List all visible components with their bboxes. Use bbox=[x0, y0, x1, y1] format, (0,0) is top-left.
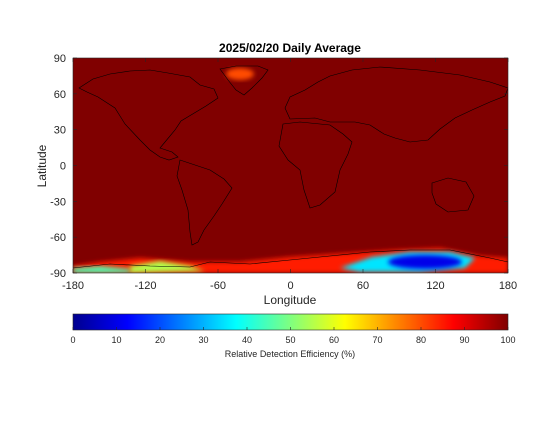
coastline-africa bbox=[278, 121, 353, 209]
colorbar-tick-label: 90 bbox=[459, 335, 469, 345]
x-axis: -180 -120 -60 0 60 120 180 bbox=[62, 58, 517, 292]
y-tick-label: 0 bbox=[60, 161, 66, 173]
colorbar-tick-label: 80 bbox=[416, 335, 426, 345]
x-tick-label: -60 bbox=[210, 280, 226, 292]
coastline-australia bbox=[431, 177, 475, 213]
x-tick-label: 0 bbox=[287, 280, 293, 292]
coastline-eurasia bbox=[284, 66, 508, 143]
x-tick-label: 120 bbox=[426, 280, 444, 292]
heat-cell-southern-edge bbox=[73, 266, 130, 273]
x-tick-label: -180 bbox=[62, 280, 84, 292]
coastline-antarctica bbox=[73, 249, 508, 269]
y-tick-label: 30 bbox=[54, 125, 66, 137]
heat-cell-greenland bbox=[226, 68, 254, 80]
y-tick-label: -60 bbox=[50, 232, 66, 244]
heat-cell-east-antarctica-core bbox=[388, 255, 462, 269]
heat-cell-west-antarctica bbox=[130, 261, 205, 273]
colorbar-tick-label: 100 bbox=[500, 335, 515, 345]
x-tick-label: 60 bbox=[357, 280, 369, 292]
y-tick-label: 60 bbox=[54, 89, 66, 101]
coastline-south-america bbox=[176, 159, 233, 246]
colorbar-tick-label: 70 bbox=[372, 335, 382, 345]
colorbar-tick-label: 20 bbox=[155, 335, 165, 345]
colorbar-tick-label: 50 bbox=[285, 335, 295, 345]
x-tick-label: 180 bbox=[499, 280, 517, 292]
colorbar-ticks: 0 10 20 30 40 50 60 70 80 90 100 bbox=[70, 327, 516, 345]
coastline-north-america bbox=[78, 69, 219, 161]
x-axis-label: Longitude bbox=[264, 293, 317, 307]
colorbar-tick-label: 0 bbox=[70, 335, 75, 345]
plot-area: -180 -120 -60 0 60 120 180 -90 -60 -30 0 30 60 90 Lo… bbox=[35, 53, 517, 307]
colorbar-label: Relative Detection Efficiency (%) bbox=[225, 349, 355, 359]
colorbar-tick-label: 30 bbox=[198, 335, 208, 345]
coastlines bbox=[73, 65, 508, 269]
y-tick-label: -90 bbox=[50, 268, 66, 280]
colorbar-gradient bbox=[73, 314, 508, 330]
y-tick-label: 90 bbox=[54, 53, 66, 65]
y-axis: -90 -60 -30 0 30 60 90 bbox=[50, 53, 508, 280]
colorbar-tick-label: 40 bbox=[242, 335, 252, 345]
colorbar-tick-label: 60 bbox=[329, 335, 339, 345]
x-tick-label: -120 bbox=[134, 280, 156, 292]
heatmap-background bbox=[73, 58, 508, 273]
colorbar-tick-label: 10 bbox=[111, 335, 121, 345]
chart-title: 2025/02/20 Daily Average bbox=[219, 41, 361, 55]
coastline-greenland bbox=[219, 65, 269, 96]
colorbar: 0 10 20 30 40 50 60 70 80 90 100 Relative Detectio… bbox=[70, 313, 516, 359]
y-axis-label: Latitude bbox=[35, 144, 49, 187]
y-tick-label: -30 bbox=[50, 196, 66, 208]
